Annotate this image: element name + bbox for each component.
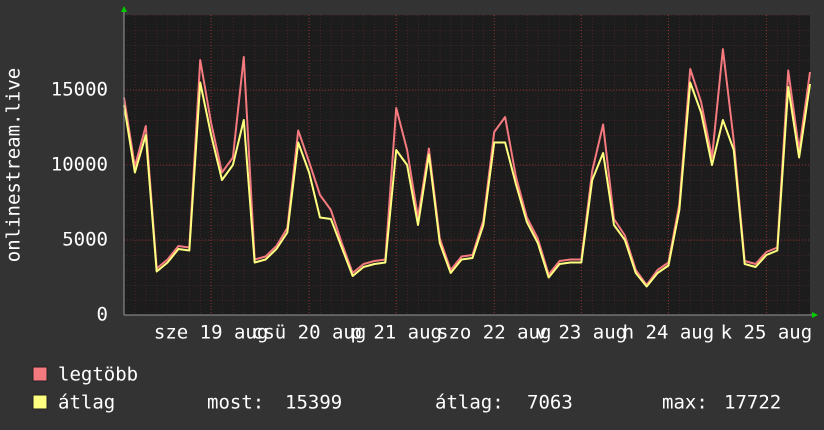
legend-swatch <box>32 394 48 410</box>
series-line <box>123 48 811 286</box>
legend-label: legtöbb <box>58 364 138 386</box>
x-tick-label: sze 19 aug <box>154 322 268 344</box>
x-tick-label: h 24 aug <box>623 322 715 344</box>
stat-label: max: <box>662 392 708 414</box>
series-line <box>123 81 811 288</box>
y-tick-label: 10000 <box>51 154 108 176</box>
y-tick-label: 0 <box>97 304 108 326</box>
x-tick-label: p 21 aug <box>350 322 442 344</box>
stat-value: 7063 <box>527 392 573 414</box>
y-tick-label: 15000 <box>51 79 108 101</box>
legend-label: átlag <box>58 392 115 414</box>
stat-value: 17722 <box>724 392 781 414</box>
y-tick-label: 5000 <box>62 229 108 251</box>
x-tick-label: v 23 aug <box>536 322 628 344</box>
y-axis-title: onlinestream.live <box>3 68 25 262</box>
y-arrow <box>121 6 127 12</box>
x-tick-label: csü 20 aug <box>252 322 366 344</box>
stat-label: most: <box>207 392 264 414</box>
stat-label: átlag: <box>435 392 504 414</box>
x-tick-label: szo 22 aug <box>437 322 551 344</box>
legend-swatch <box>32 366 48 382</box>
x-arrow <box>812 312 818 318</box>
stat-value: 15399 <box>285 392 342 414</box>
x-tick-label: k 25 aug <box>721 322 813 344</box>
legend: legtöbb átlag most: 15399 átlag: 7063 max: 1772… <box>32 364 781 414</box>
